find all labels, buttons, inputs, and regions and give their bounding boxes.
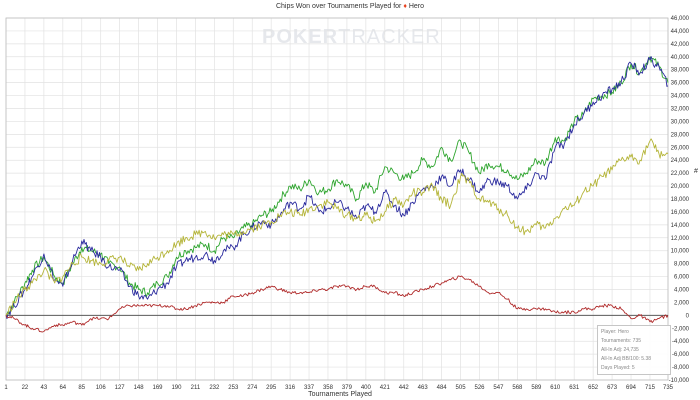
- y-tick-label: -4,000: [672, 339, 690, 345]
- x-tick-label: 190: [171, 385, 182, 391]
- chart-title-player: Hero: [408, 3, 425, 10]
- y-tick-label: -10,000: [669, 378, 690, 384]
- diamond-suit-icon: ♦: [403, 3, 407, 10]
- x-tick-label: 1: [4, 385, 8, 391]
- series-layer: [5, 56, 669, 333]
- watermark-logo-part-1: POKER: [262, 26, 339, 48]
- x-tick-label: 148: [134, 385, 145, 391]
- grid-layer: [5, 17, 669, 381]
- y-tick-label: 26,000: [671, 145, 690, 151]
- plot-border: [5, 17, 669, 381]
- info-days: Days Played: 5: [601, 365, 635, 371]
- y-tick-label: 8,000: [674, 262, 690, 268]
- y-tick-label: 38,000: [671, 68, 690, 74]
- y-tick-label: 10,000: [671, 249, 690, 255]
- y-tick-label: 40,000: [671, 55, 690, 61]
- x-tick-label: 610: [550, 385, 561, 391]
- x-tick-label: 589: [531, 385, 542, 391]
- x-tick-label: 400: [361, 385, 372, 391]
- info-player: Player: Hero: [601, 329, 629, 335]
- y-tick-label: 4,000: [674, 288, 690, 294]
- series-line-3: [5, 138, 669, 316]
- x-tick-label: 694: [626, 385, 637, 391]
- player-info-box: Player: Hero Tournaments: 735 All-In Adj…: [597, 325, 671, 375]
- x-tick-label: 568: [512, 385, 523, 391]
- series-line-1: [5, 56, 669, 316]
- x-tick-label: 463: [418, 385, 429, 391]
- x-tick-label: 379: [342, 385, 353, 391]
- x-tick-label: 547: [493, 385, 504, 391]
- y-tick-labels: -10,000 -8,000 -6,000 -4,000 -2,000 0 2,000 4,0…: [669, 16, 690, 384]
- info-allin-adj: All-In Adj: 24,735: [601, 347, 639, 353]
- x-tick-label: 652: [588, 385, 599, 391]
- y-tick-label: 16,000: [671, 210, 690, 216]
- x-tick-label: 358: [323, 385, 334, 391]
- y-tick-label: 12,000: [671, 236, 690, 242]
- y-tick-label: 30,000: [671, 119, 690, 125]
- x-tick-label: 735: [663, 385, 674, 391]
- x-tick-label: 169: [153, 385, 164, 391]
- watermark-logo-part-2: TRACKER: [338, 26, 441, 48]
- y-tick-label: 0: [686, 313, 690, 319]
- y-tick-label: 2,000: [674, 300, 690, 306]
- x-tick-label: 295: [266, 385, 277, 391]
- x-tick-label: 505: [456, 385, 467, 391]
- y-axis-label: #: [694, 168, 698, 175]
- x-tick-label: 484: [437, 385, 448, 391]
- y-tick-label: 22,000: [671, 171, 690, 177]
- y-tick-label: 18,000: [671, 197, 690, 203]
- chart-title-text: Chips Won over Tournaments Played for: [275, 3, 402, 10]
- x-tick-label: 22: [22, 385, 29, 391]
- y-tick-label: 44,000: [671, 29, 690, 35]
- y-tick-label: 32,000: [671, 107, 690, 113]
- info-tournaments: Tournaments: 735: [601, 338, 642, 344]
- y-tick-label: -2,000: [672, 326, 690, 332]
- x-tick-label: 253: [228, 385, 239, 391]
- series-line-2: [5, 56, 669, 320]
- y-tick-label: -8,000: [672, 365, 690, 371]
- chart-title: Chips Won over Tournaments Played for ♦ …: [0, 3, 700, 10]
- pokertracker-watermark-logo: POKERTRACKER: [262, 26, 441, 49]
- y-tick-label: 14,000: [671, 223, 690, 229]
- x-tick-label: 43: [41, 385, 48, 391]
- x-tick-label: 316: [285, 385, 296, 391]
- info-allin-bb: All-In Adj BB/100: 5.38: [601, 356, 652, 362]
- y-tick-label: 46,000: [671, 16, 690, 22]
- x-axis-label: Tournaments Played: [308, 391, 372, 398]
- x-tick-label: 673: [607, 385, 618, 391]
- y-tick-label: 28,000: [671, 132, 690, 138]
- x-tick-label: 127: [115, 385, 126, 391]
- x-tick-label: 64: [59, 385, 66, 391]
- y-tick-label: 6,000: [674, 275, 690, 281]
- y-tick-label: 34,000: [671, 94, 690, 100]
- x-tick-label: 631: [569, 385, 580, 391]
- y-tick-label: 42,000: [671, 42, 690, 48]
- y-tick-label: -6,000: [672, 352, 690, 358]
- y-tick-label: 24,000: [671, 158, 690, 164]
- x-tick-labels: 1 22 43 64 85 106 127 148 169 190 211 232 253 274 295 3…: [4, 385, 673, 391]
- x-tick-label: 442: [399, 385, 410, 391]
- x-tick-label: 337: [304, 385, 315, 391]
- x-tick-label: 715: [645, 385, 656, 391]
- x-tick-label: 211: [191, 385, 201, 391]
- x-tick-label: 274: [247, 385, 258, 391]
- x-tick-label: 232: [209, 385, 220, 391]
- x-tick-label: 421: [380, 385, 391, 391]
- x-tick-label: 526: [474, 385, 485, 391]
- y-tick-label: 20,000: [671, 184, 690, 190]
- series-line-4: [5, 275, 669, 333]
- x-tick-label: 106: [96, 385, 107, 391]
- x-tick-label: 85: [78, 385, 85, 391]
- y-tick-label: 36,000: [671, 81, 690, 87]
- axis-layer: [5, 17, 669, 381]
